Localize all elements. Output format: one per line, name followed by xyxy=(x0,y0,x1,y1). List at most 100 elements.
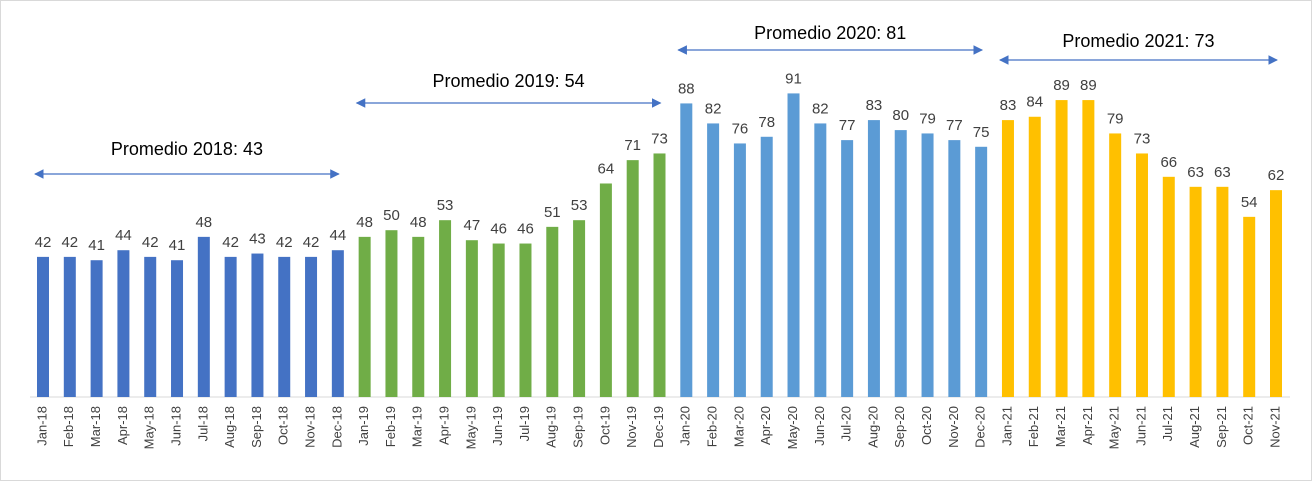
bar xyxy=(841,140,854,397)
bar xyxy=(358,236,371,397)
data-label: 42 xyxy=(303,234,320,251)
data-label: 75 xyxy=(973,124,990,141)
x-tick-label: Mar-18 xyxy=(88,406,103,447)
bar xyxy=(465,240,478,397)
x-tick-label: Jun-20 xyxy=(812,406,827,446)
data-label: 82 xyxy=(705,100,722,117)
annotation-text: Promedio 2018: 43 xyxy=(111,139,263,159)
data-label: 80 xyxy=(892,107,909,124)
data-label: 77 xyxy=(946,117,963,134)
x-tick-label: Nov-18 xyxy=(302,406,317,448)
data-label: 47 xyxy=(464,217,481,234)
bar xyxy=(171,260,184,397)
data-label: 89 xyxy=(1053,77,1070,94)
annotation-text: Promedio 2020: 81 xyxy=(754,23,906,43)
data-label: 62 xyxy=(1268,167,1285,184)
x-tick-label: May-21 xyxy=(1107,406,1122,449)
data-label: 54 xyxy=(1241,194,1258,211)
x-tick-label: Feb-19 xyxy=(383,406,398,447)
x-tick-label: Jun-18 xyxy=(168,406,183,446)
data-label: 63 xyxy=(1214,164,1231,181)
x-tick-label: Mar-20 xyxy=(731,406,746,447)
x-tick-label: Jan-18 xyxy=(34,406,49,446)
data-label: 48 xyxy=(195,214,212,231)
bar xyxy=(1216,186,1229,397)
data-label: 64 xyxy=(598,160,615,177)
data-label: 71 xyxy=(624,137,641,154)
data-label: 76 xyxy=(732,120,749,137)
x-tick-label: Dec-19 xyxy=(651,406,666,448)
bar xyxy=(90,260,103,397)
bar xyxy=(653,153,666,397)
bar xyxy=(599,183,612,397)
x-tick-label: Apr-21 xyxy=(1080,406,1095,445)
bar xyxy=(680,103,693,397)
bar xyxy=(1028,116,1041,397)
bar xyxy=(814,123,827,397)
bar xyxy=(1082,100,1095,397)
x-tick-label: Aug-21 xyxy=(1187,406,1202,448)
bar xyxy=(1162,176,1175,397)
data-label: 83 xyxy=(1000,97,1017,114)
x-tick-label: Oct-19 xyxy=(597,406,612,445)
x-tick-label: Jul-18 xyxy=(195,406,210,441)
x-tick-label: Nov-21 xyxy=(1267,406,1282,448)
bar xyxy=(331,250,344,397)
x-tick-label: Sep-21 xyxy=(1214,406,1229,448)
bar xyxy=(519,243,532,397)
bar xyxy=(1135,153,1148,397)
bar xyxy=(224,256,237,397)
bar xyxy=(733,143,746,397)
x-tick-label: Sep-18 xyxy=(249,406,264,448)
data-label: 44 xyxy=(330,227,347,244)
x-tick-label: Feb-20 xyxy=(705,406,720,447)
x-tick-label: Jul-20 xyxy=(839,406,854,441)
bar xyxy=(573,220,586,397)
bar xyxy=(787,93,800,397)
x-tick-label: Mar-19 xyxy=(410,406,425,447)
x-tick-label: Dec-18 xyxy=(329,406,344,448)
data-label: 88 xyxy=(678,80,695,97)
x-tick-label: Aug-18 xyxy=(222,406,237,448)
data-label: 82 xyxy=(812,100,829,117)
data-label: 44 xyxy=(115,227,132,244)
x-tick-label: Jun-21 xyxy=(1133,406,1148,446)
x-tick-label: Sep-19 xyxy=(571,406,586,448)
data-label: 50 xyxy=(383,207,400,224)
data-label: 42 xyxy=(142,234,159,251)
bar xyxy=(867,120,880,398)
data-label: 63 xyxy=(1187,164,1204,181)
bar xyxy=(921,133,934,397)
bar xyxy=(546,226,559,397)
x-tick-label: Jan-20 xyxy=(678,406,693,446)
data-label: 48 xyxy=(410,214,427,231)
bar xyxy=(1055,100,1068,397)
x-tick-label: Jan-19 xyxy=(356,406,371,446)
bar xyxy=(707,123,720,397)
data-label: 79 xyxy=(1107,110,1124,127)
data-label: 43 xyxy=(249,231,266,248)
x-tick-label: Feb-21 xyxy=(1026,406,1041,447)
x-tick-label: Oct-21 xyxy=(1241,406,1256,445)
x-tick-label: Apr-19 xyxy=(437,406,452,445)
data-label: 42 xyxy=(35,234,52,251)
data-label: 42 xyxy=(61,234,78,251)
data-label: 41 xyxy=(88,237,105,254)
x-tick-label: Jan-21 xyxy=(999,406,1014,446)
annotation-text: Promedio 2021: 73 xyxy=(1062,31,1214,51)
x-tick-label: Aug-20 xyxy=(865,406,880,448)
bar xyxy=(251,253,264,397)
x-tick-label: Aug-19 xyxy=(544,406,559,448)
bar xyxy=(117,250,130,397)
x-tick-label: Oct-20 xyxy=(919,406,934,445)
data-label: 51 xyxy=(544,204,561,221)
bar xyxy=(1109,133,1122,397)
data-label: 83 xyxy=(866,97,883,114)
x-tick-label: Apr-20 xyxy=(758,406,773,445)
x-tick-label: Apr-18 xyxy=(115,406,130,445)
x-tick-label: Dec-20 xyxy=(973,406,988,448)
x-tick-label: Mar-21 xyxy=(1053,406,1068,447)
data-label: 77 xyxy=(839,117,856,134)
bar xyxy=(412,236,425,397)
